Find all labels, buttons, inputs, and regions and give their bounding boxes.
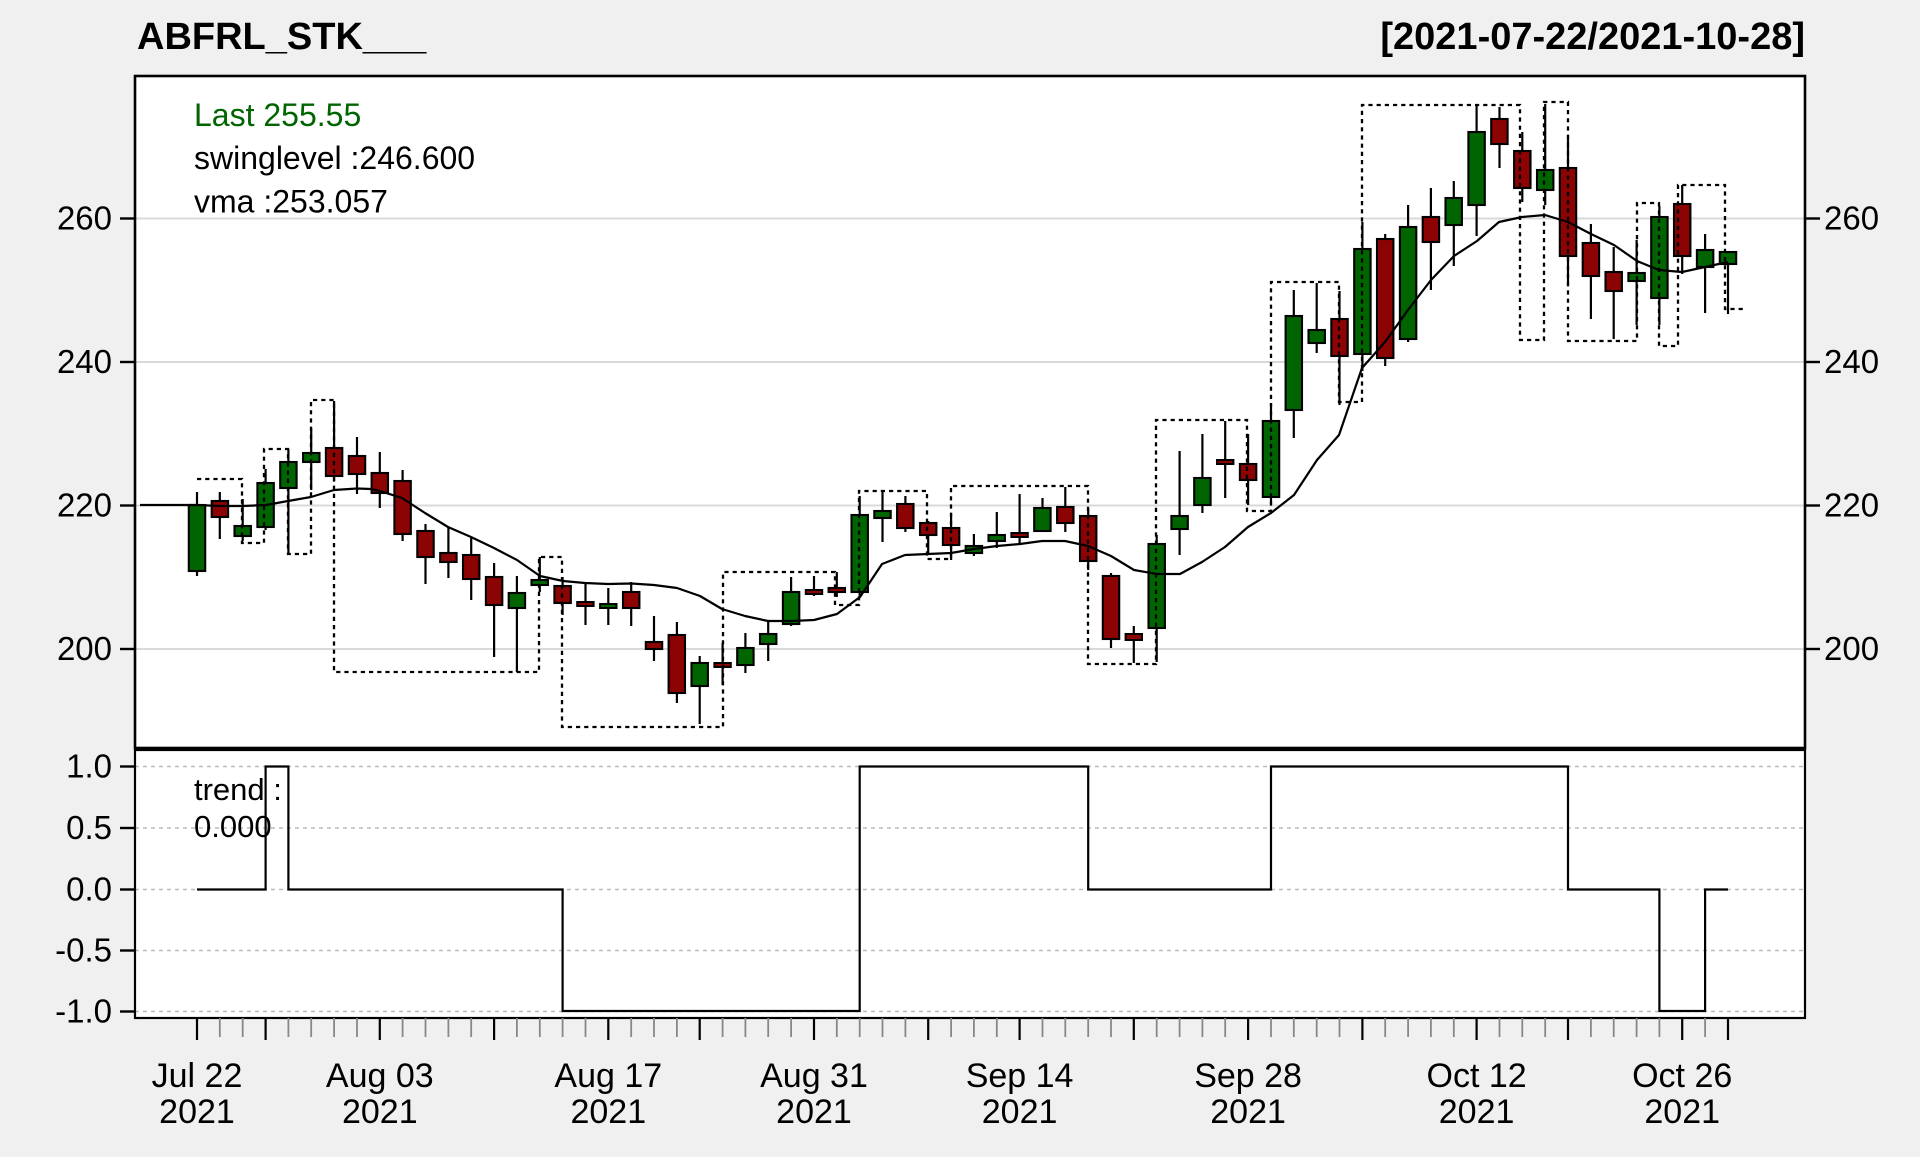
svg-text:220: 220 [1824, 487, 1879, 524]
svg-text:2021: 2021 [1644, 1093, 1720, 1131]
svg-text:swinglevel :246.600: swinglevel :246.600 [194, 140, 475, 176]
svg-text:1.0: 1.0 [66, 748, 112, 785]
svg-text:Jul 22: Jul 22 [152, 1057, 243, 1095]
svg-text:220: 220 [57, 487, 112, 524]
svg-text:240: 240 [1824, 343, 1879, 380]
svg-text:2021: 2021 [1439, 1093, 1515, 1131]
svg-text:0.0: 0.0 [66, 871, 112, 908]
svg-text:200: 200 [1824, 630, 1879, 667]
svg-text:Aug 17: Aug 17 [554, 1057, 662, 1095]
svg-text:-0.5: -0.5 [55, 932, 112, 969]
svg-text:2021: 2021 [570, 1093, 646, 1131]
svg-text:Last 255.55: Last 255.55 [194, 97, 361, 133]
svg-text:2021: 2021 [776, 1093, 852, 1131]
svg-text:Oct 26: Oct 26 [1632, 1057, 1732, 1095]
svg-text:-1.0: -1.0 [55, 993, 112, 1030]
svg-text:2021: 2021 [1210, 1093, 1286, 1131]
svg-text:trend :: trend : [194, 772, 282, 807]
svg-text:ABFRL_STK___: ABFRL_STK___ [137, 16, 427, 58]
svg-text:240: 240 [57, 343, 112, 380]
svg-text:Sep 28: Sep 28 [1194, 1057, 1302, 1095]
svg-text:260: 260 [57, 200, 112, 237]
svg-text:Sep 14: Sep 14 [966, 1057, 1074, 1095]
svg-text:2021: 2021 [159, 1093, 235, 1131]
svg-text:Aug 03: Aug 03 [326, 1057, 434, 1095]
svg-text:200: 200 [57, 630, 112, 667]
svg-text:2021: 2021 [982, 1093, 1058, 1131]
svg-text:Oct 12: Oct 12 [1427, 1057, 1527, 1095]
svg-text:0.000: 0.000 [194, 809, 272, 844]
svg-text:[2021-07-22/2021-10-28]: [2021-07-22/2021-10-28] [1380, 16, 1805, 58]
svg-text:Aug 31: Aug 31 [760, 1057, 868, 1095]
svg-text:vma :253.057: vma :253.057 [194, 184, 388, 220]
svg-text:2021: 2021 [342, 1093, 418, 1131]
svg-text:260: 260 [1824, 200, 1879, 237]
svg-text:0.5: 0.5 [66, 809, 112, 846]
